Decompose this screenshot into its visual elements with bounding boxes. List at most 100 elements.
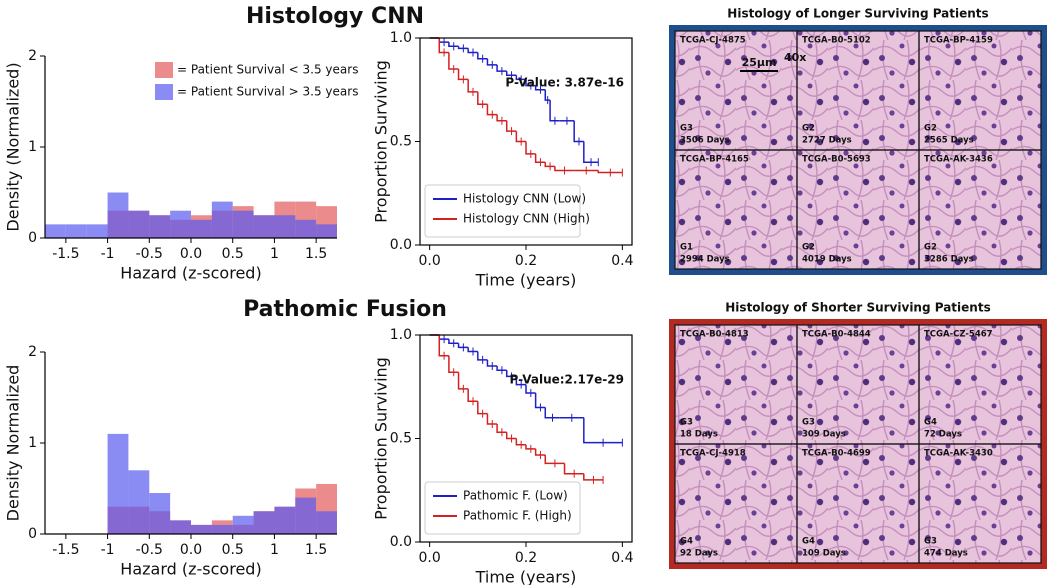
y-axis-label: Proportion Surviving [372, 357, 391, 520]
tile-days: 3286 Days [924, 255, 974, 265]
tile-days: 92 Days [680, 549, 718, 559]
magnification: 40x [784, 51, 806, 64]
km-step [496, 64, 507, 72]
km-step [505, 71, 517, 77]
x-tick-label: -1 [101, 246, 115, 262]
y-tick-label: 1.0 [390, 327, 412, 343]
km-step [457, 372, 469, 390]
annotation: P-Value:2.17e-29 [510, 373, 624, 387]
x-tick-label: 1.5 [305, 246, 327, 262]
tile-days: 4019 Days [802, 255, 852, 265]
y-tick-label: 0 [28, 526, 37, 542]
tile-grade: G3 [802, 418, 815, 428]
x-tick-label: 1 [270, 542, 279, 558]
km-step [525, 444, 536, 450]
tile-id: TCGA-AK-3430 [924, 449, 993, 459]
tile-id: TCGA-BP-4165 [680, 155, 749, 165]
tile-id: TCGA-BP-4159 [924, 36, 993, 46]
row-title: Pathomic Fusion [243, 297, 447, 322]
x-axis-label: Time (years) [475, 271, 577, 290]
tile-grade: G2 [802, 124, 815, 134]
tile-days: 3506 Days [680, 136, 730, 146]
km-step [486, 58, 498, 66]
km-step [477, 401, 488, 415]
x-tick-label: -1.5 [52, 542, 79, 558]
tile-grade: G4 [802, 537, 815, 547]
x-tick-label: 0.0 [419, 253, 441, 269]
km-step [486, 359, 498, 367]
panel-title: Histology of Shorter Surviving Patients [725, 301, 990, 315]
tile-grade: G4 [680, 537, 693, 547]
legend-box [424, 481, 581, 535]
km-step [525, 141, 536, 155]
tile-days: 474 Days [924, 549, 968, 559]
km-step [573, 120, 584, 143]
km-step [525, 384, 536, 394]
km-step [448, 355, 459, 374]
hist-bar [170, 520, 191, 534]
km-step [563, 463, 584, 475]
hist-bar [128, 210, 150, 238]
legend-label: = Patient Survival > 3.5 years [177, 85, 358, 99]
km-step [554, 166, 575, 172]
x-tick-label: -1 [101, 542, 115, 558]
hist-bar [107, 192, 129, 238]
km-step [597, 170, 623, 174]
km-step [505, 432, 517, 440]
km-step [448, 339, 459, 345]
hist-bar [191, 524, 212, 534]
km-step [534, 448, 546, 456]
km-step [477, 351, 488, 361]
km-step [477, 52, 488, 60]
y-axis-label: Density (Normalized) [4, 62, 23, 231]
tile-grade: G2 [924, 243, 937, 253]
km-step [534, 392, 546, 409]
km-step [515, 376, 526, 386]
scale-bar-label: 25µm [742, 56, 777, 69]
tile-grade: G1 [680, 243, 693, 253]
x-tick-label: 1.5 [305, 542, 327, 558]
x-tick-label: 0.0 [180, 246, 202, 262]
hist-bar [211, 201, 233, 238]
y-tick-label: 0.0 [390, 534, 412, 550]
x-tick-label: 0.2 [515, 550, 537, 566]
km-step [457, 69, 469, 81]
km-step [448, 42, 459, 48]
km-step [534, 153, 546, 163]
km-step [496, 366, 507, 371]
y-tick-label: 0.0 [390, 237, 412, 253]
x-tick-label: -1.5 [52, 246, 79, 262]
y-tick-label: 0.5 [390, 431, 412, 447]
tile-days: 309 Days [802, 430, 846, 440]
tile-days: 72 Days [924, 430, 962, 440]
hist-bar [149, 493, 171, 534]
hist-bar [232, 515, 254, 534]
legend-box [424, 184, 581, 238]
y-tick-label: 2 [28, 48, 37, 64]
tile-id: TCGA-B0-4699 [802, 449, 871, 459]
hist-bar [65, 224, 87, 238]
tile-days: 18 Days [680, 430, 718, 440]
x-axis-label: Hazard (z-scored) [120, 560, 261, 579]
row-title: Histology CNN [246, 4, 424, 29]
hist-bar [316, 224, 337, 238]
km-step [467, 48, 478, 54]
km-step [477, 91, 488, 105]
x-tick-label: 0.0 [419, 550, 441, 566]
km-step [496, 114, 507, 122]
y-tick-label: 0 [28, 230, 37, 246]
x-tick-label: -0.5 [136, 246, 163, 262]
x-axis-label: Hazard (z-scored) [120, 264, 261, 283]
hist-bar [274, 215, 296, 238]
km-step [496, 424, 507, 434]
tile-days: 2565 Days [924, 136, 974, 146]
tile-grade: G3 [680, 418, 693, 428]
km-step [467, 388, 478, 402]
x-tick-label: 0.0 [180, 542, 202, 558]
km-step [457, 343, 469, 349]
tile-days: 109 Days [802, 549, 846, 559]
km-step [583, 141, 599, 163]
hist-bar [295, 497, 317, 534]
y-axis-label: Density Normalized [4, 365, 23, 522]
